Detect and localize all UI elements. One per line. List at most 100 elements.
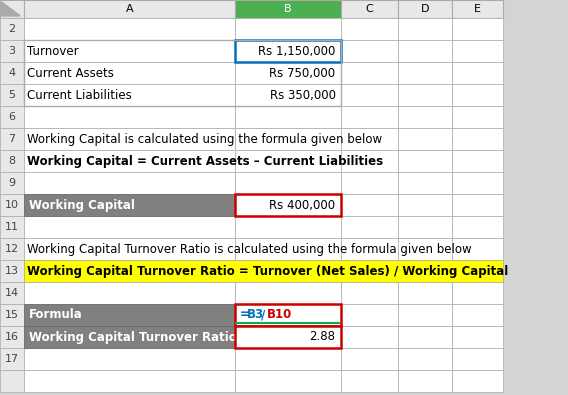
Bar bbox=[24, 326, 235, 348]
Text: 2: 2 bbox=[9, 24, 15, 34]
Text: B: B bbox=[284, 4, 291, 14]
Bar bbox=[24, 260, 235, 282]
Bar bbox=[24, 304, 235, 326]
Bar bbox=[452, 260, 503, 282]
Bar bbox=[0, 62, 24, 84]
Bar bbox=[0, 216, 24, 238]
Bar bbox=[341, 84, 398, 106]
Bar bbox=[24, 150, 235, 172]
Bar bbox=[341, 62, 398, 84]
Bar bbox=[0, 128, 24, 150]
Bar bbox=[341, 238, 398, 260]
Text: 7: 7 bbox=[9, 134, 15, 144]
Bar bbox=[341, 304, 398, 326]
Bar bbox=[452, 282, 503, 304]
Bar bbox=[341, 282, 398, 304]
Text: 4: 4 bbox=[9, 68, 15, 78]
Bar bbox=[0, 348, 24, 370]
Bar bbox=[452, 216, 503, 238]
Bar bbox=[235, 40, 341, 62]
Bar bbox=[24, 106, 235, 128]
Text: Rs 400,000: Rs 400,000 bbox=[269, 199, 336, 211]
Bar bbox=[341, 150, 398, 172]
Bar bbox=[24, 128, 235, 150]
Bar bbox=[235, 40, 341, 62]
Bar bbox=[341, 260, 398, 282]
Bar bbox=[0, 370, 24, 392]
Bar bbox=[341, 172, 398, 194]
Bar bbox=[0, 106, 24, 128]
Bar bbox=[341, 128, 398, 150]
Bar bbox=[24, 84, 235, 106]
Text: 9: 9 bbox=[9, 178, 15, 188]
Text: 5: 5 bbox=[9, 90, 15, 100]
Bar bbox=[341, 326, 398, 348]
Text: 11: 11 bbox=[5, 222, 19, 232]
Bar bbox=[398, 172, 452, 194]
Bar bbox=[452, 128, 503, 150]
Bar bbox=[235, 194, 341, 216]
Bar bbox=[0, 172, 24, 194]
Text: 17: 17 bbox=[5, 354, 19, 364]
Bar bbox=[398, 216, 452, 238]
Bar bbox=[341, 348, 398, 370]
Text: Rs 750,000: Rs 750,000 bbox=[269, 66, 336, 79]
Bar bbox=[0, 260, 24, 282]
Bar bbox=[452, 84, 503, 106]
Bar bbox=[24, 194, 235, 216]
Bar bbox=[452, 62, 503, 84]
Bar bbox=[235, 304, 341, 326]
Text: E: E bbox=[474, 4, 481, 14]
Bar bbox=[24, 40, 235, 62]
Bar bbox=[235, 62, 341, 84]
Bar bbox=[0, 40, 24, 62]
Text: 2.88: 2.88 bbox=[310, 331, 336, 344]
Bar bbox=[398, 326, 452, 348]
Bar bbox=[452, 106, 503, 128]
Bar bbox=[235, 84, 341, 106]
Bar bbox=[235, 216, 341, 238]
Bar bbox=[452, 150, 503, 172]
Bar bbox=[341, 194, 398, 216]
Bar bbox=[0, 304, 24, 326]
Bar bbox=[341, 0, 398, 18]
Bar bbox=[24, 326, 235, 348]
Bar bbox=[24, 216, 235, 238]
Bar bbox=[398, 282, 452, 304]
Text: B10: B10 bbox=[266, 308, 292, 322]
Text: C: C bbox=[366, 4, 374, 14]
Bar bbox=[24, 260, 503, 282]
Text: Rs 350,000: Rs 350,000 bbox=[270, 88, 336, 102]
Text: 12: 12 bbox=[5, 244, 19, 254]
Text: Working Capital Turnover Ratio is calculated using the formula given below: Working Capital Turnover Ratio is calcul… bbox=[27, 243, 472, 256]
Bar bbox=[398, 0, 452, 18]
Text: /: / bbox=[261, 308, 265, 322]
Bar bbox=[452, 326, 503, 348]
Text: 10: 10 bbox=[5, 200, 19, 210]
Bar bbox=[24, 282, 235, 304]
Bar bbox=[341, 18, 398, 40]
Bar bbox=[452, 348, 503, 370]
Text: B3: B3 bbox=[247, 308, 264, 322]
Bar bbox=[0, 194, 24, 216]
Bar bbox=[24, 348, 235, 370]
Bar bbox=[398, 150, 452, 172]
Text: A: A bbox=[126, 4, 133, 14]
Bar bbox=[398, 370, 452, 392]
Bar bbox=[235, 106, 341, 128]
Text: Working Capital is calculated using the formula given below: Working Capital is calculated using the … bbox=[27, 132, 383, 145]
Text: Turnover: Turnover bbox=[27, 45, 79, 58]
Bar bbox=[341, 216, 398, 238]
Bar bbox=[24, 18, 235, 40]
Text: Formula: Formula bbox=[29, 308, 83, 322]
Bar bbox=[398, 194, 452, 216]
Bar bbox=[398, 260, 452, 282]
Bar bbox=[235, 304, 341, 326]
Polygon shape bbox=[2, 2, 20, 16]
Bar bbox=[452, 0, 503, 18]
Text: 8: 8 bbox=[9, 156, 15, 166]
Text: Working Capital: Working Capital bbox=[29, 199, 135, 211]
Bar bbox=[235, 172, 341, 194]
Bar bbox=[398, 84, 452, 106]
Text: 3: 3 bbox=[9, 46, 15, 56]
